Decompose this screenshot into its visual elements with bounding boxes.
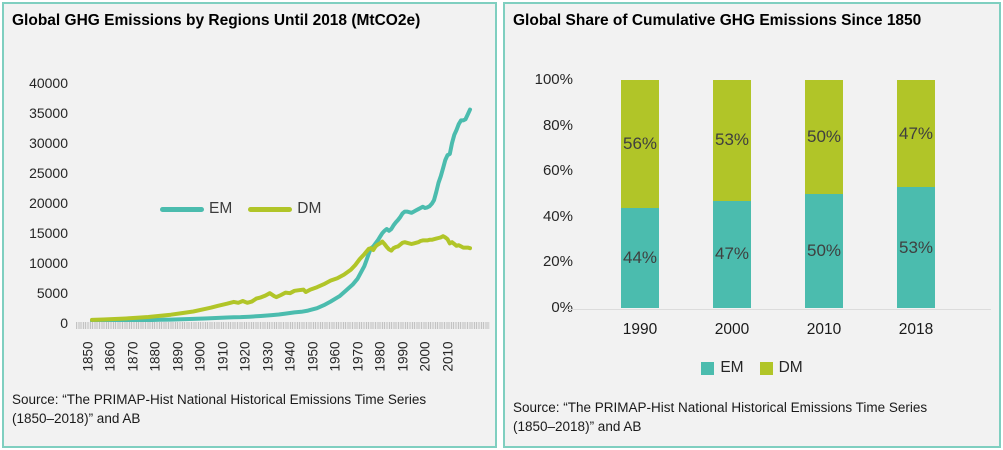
dm-segment: 50% <box>805 80 843 194</box>
x-tick-label: 1870 <box>124 333 142 379</box>
y-tick-label: 20% <box>542 253 573 271</box>
y-tick-label: 40000 <box>29 75 68 91</box>
x-tick-label: 1920 <box>237 333 255 379</box>
line-chart-plot <box>90 107 472 323</box>
x-tick-text: 2010 <box>440 340 456 372</box>
x-tick-text: 1870 <box>125 340 141 372</box>
stacked-bar-2018: 47% 53% <box>897 80 935 308</box>
x-tick-label: 1890 <box>169 333 187 379</box>
x-tick-label: 1850 <box>79 333 97 379</box>
x-tick-label: 1960 <box>327 333 345 379</box>
dm-segment: 47% <box>897 80 935 188</box>
x-tick-text: 1890 <box>170 340 186 372</box>
em-line-swatch <box>160 206 204 212</box>
legend-label-em: EM <box>720 359 744 376</box>
x-tick-label: 1930 <box>259 333 277 379</box>
legend-item-em: EM <box>160 200 232 218</box>
em-segment: 44% <box>621 207 659 308</box>
x-tick-text: 1920 <box>238 340 254 372</box>
x-tick-text: 1990 <box>395 340 411 372</box>
x-tick-label: 1990 <box>394 333 412 379</box>
dm-value-label: 50% <box>806 127 842 146</box>
dm-square-swatch <box>759 361 773 375</box>
em-segment: 50% <box>805 194 843 308</box>
x-tick-label: 2000 <box>714 321 750 338</box>
legend-label-dm: DM <box>297 200 322 217</box>
y-tick-label: 80% <box>542 116 573 134</box>
y-tick-label: 60% <box>542 162 573 180</box>
source-note-right: Source: “The PRIMAP-Hist National Histor… <box>513 400 928 434</box>
em-value-label: 53% <box>898 237 934 257</box>
y-tick-label: 35000 <box>29 105 68 121</box>
dm-value-label: 47% <box>898 123 934 143</box>
em-segment: 47% <box>713 200 751 308</box>
y-tick-label: 40% <box>542 207 573 225</box>
y-tick-label: 0% <box>551 299 573 316</box>
x-tick-label: 1880 <box>147 333 165 379</box>
bar-chart-title: Global Share of Cumulative GHG Emissions… <box>513 12 922 29</box>
y-tick-label: 15000 <box>29 225 68 241</box>
x-tick-text: 1960 <box>328 340 344 372</box>
legend-item-dm: DM <box>759 359 803 377</box>
x-tick-text: 1910 <box>215 340 231 372</box>
x-tick-text: 1940 <box>283 340 299 372</box>
y-tick-label: 30000 <box>29 135 68 151</box>
bar-chart-panel: Global Share of Cumulative GHG Emissions… <box>503 2 1001 448</box>
x-tick-label: 2018 <box>898 321 934 338</box>
x-tick-label: 2010 <box>439 333 457 379</box>
y-tick-label: 10000 <box>29 255 68 271</box>
y-tick-label: 5000 <box>36 285 68 301</box>
x-tick-label: 1970 <box>349 333 367 379</box>
x-tick-text: 2000 <box>418 340 434 372</box>
y-tick-label: 20000 <box>29 195 68 211</box>
x-tick-label: 2010 <box>806 321 842 338</box>
stacked-bar-1990: 56% 44% <box>621 80 659 308</box>
x-tick-text: 1880 <box>148 340 164 372</box>
legend-item-dm: DM <box>248 200 321 218</box>
dm-value-label: 56% <box>622 133 658 153</box>
x-tick-text: 1950 <box>305 340 321 372</box>
x-tick-text: 1970 <box>350 340 366 372</box>
x-tick-label: 1950 <box>304 333 322 379</box>
x-tick-text: 1980 <box>373 340 389 372</box>
x-tick-label: 1900 <box>192 333 210 379</box>
y-tick-label: 25000 <box>29 165 68 181</box>
line-chart-legend: EM DM <box>160 200 321 218</box>
source-note-left: Source: “The PRIMAP-Hist National Histor… <box>12 392 427 426</box>
bar-chart-baseline <box>565 309 991 310</box>
em-value-label: 50% <box>806 241 842 260</box>
y-tick-label: 100% <box>534 71 573 88</box>
em-value-label: 47% <box>714 244 750 264</box>
legend-label-em: EM <box>209 200 233 217</box>
stacked-bar-2010: 50% 50% <box>805 80 843 308</box>
dm-segment: 53% <box>713 80 751 201</box>
dm-line-swatch <box>248 206 293 212</box>
x-tick-text: 1900 <box>193 340 209 372</box>
x-tick-text: 1850 <box>80 340 96 372</box>
x-tick-label: 2000 <box>417 333 435 379</box>
x-tick-label: 1860 <box>102 333 120 379</box>
x-tick-label: 1980 <box>372 333 390 379</box>
x-tick-label: 1940 <box>282 333 300 379</box>
line-chart-x-axis-tickstrip <box>76 322 490 329</box>
dm-value-label: 53% <box>714 130 750 150</box>
line-chart-panel: Global GHG Emissions by Regions Until 20… <box>2 2 497 448</box>
line-chart-title: Global GHG Emissions by Regions Until 20… <box>12 12 421 29</box>
em-value-label: 44% <box>622 247 658 267</box>
x-tick-text: 1930 <box>260 340 276 372</box>
em-square-swatch <box>701 361 715 375</box>
line-series-dm <box>90 234 472 322</box>
legend-label-dm: DM <box>778 359 803 376</box>
em-segment: 53% <box>897 187 935 308</box>
bar-chart-legend: EM DM <box>505 359 999 377</box>
dm-segment: 56% <box>621 80 659 208</box>
x-tick-label: 1910 <box>214 333 232 379</box>
legend-item-em: EM <box>701 359 744 377</box>
line-series-em <box>90 107 472 323</box>
stacked-bar-2000: 53% 47% <box>713 80 751 308</box>
y-tick-label: 0 <box>60 315 68 331</box>
x-tick-text: 1860 <box>103 340 119 372</box>
x-tick-label: 1990 <box>622 321 658 338</box>
